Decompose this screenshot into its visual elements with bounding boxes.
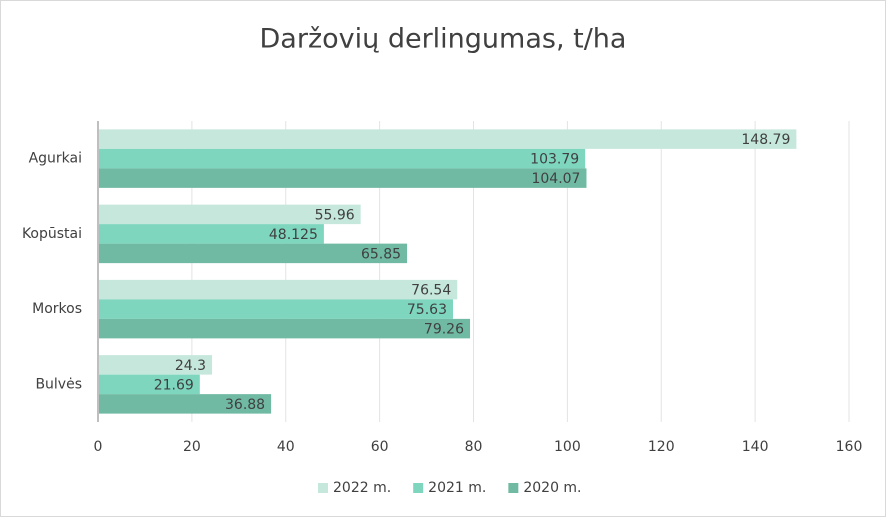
y-tick-label: Kopūstai xyxy=(22,226,82,242)
bar xyxy=(98,299,453,319)
bar xyxy=(98,318,471,339)
bar xyxy=(98,148,586,169)
data-label: 79.26 xyxy=(424,322,464,338)
data-label: 104.07 xyxy=(531,171,580,187)
data-label: 75.63 xyxy=(407,302,447,318)
x-tick-label: 100 xyxy=(554,439,581,455)
bar xyxy=(98,374,200,395)
data-label: 103.79 xyxy=(530,152,579,168)
data-label: 21.69 xyxy=(154,377,194,393)
bar xyxy=(98,129,797,149)
bar xyxy=(98,279,458,300)
legend-swatch xyxy=(318,483,328,493)
bar xyxy=(98,243,408,264)
x-tick-label: 160 xyxy=(836,439,863,455)
legend-swatch xyxy=(413,483,424,493)
data-label: 65.85 xyxy=(361,246,401,262)
bar xyxy=(98,204,361,225)
bar xyxy=(98,394,272,414)
legend-label: 2022 m. xyxy=(333,480,391,496)
data-label: 148.79 xyxy=(741,132,790,148)
data-label: 24.3 xyxy=(175,358,206,374)
y-tick-label: Agurkai xyxy=(29,151,82,167)
x-tick-label: 120 xyxy=(648,439,675,455)
y-tick-label: Bulvės xyxy=(35,376,82,392)
x-tick-label: 80 xyxy=(465,439,483,455)
data-label: 55.96 xyxy=(315,207,355,223)
x-tick-label: 60 xyxy=(371,439,389,455)
bar xyxy=(98,355,213,375)
legend-label: 2021 m. xyxy=(428,480,486,496)
chart-title: Daržovių derlingumas, t/ha xyxy=(260,24,627,55)
legend-label: 2020 m. xyxy=(523,480,581,496)
legend-swatch xyxy=(508,483,519,493)
x-tick-label: 0 xyxy=(94,439,103,455)
bar xyxy=(98,168,587,188)
data-label: 48.125 xyxy=(269,227,318,243)
data-label: 36.88 xyxy=(225,397,265,413)
x-tick-label: 140 xyxy=(742,439,769,455)
bar xyxy=(98,224,324,244)
x-tick-label: 40 xyxy=(277,439,295,455)
y-tick-label: Morkos xyxy=(32,301,82,317)
x-tick-label: 20 xyxy=(183,439,201,455)
data-label: 76.54 xyxy=(411,283,451,299)
